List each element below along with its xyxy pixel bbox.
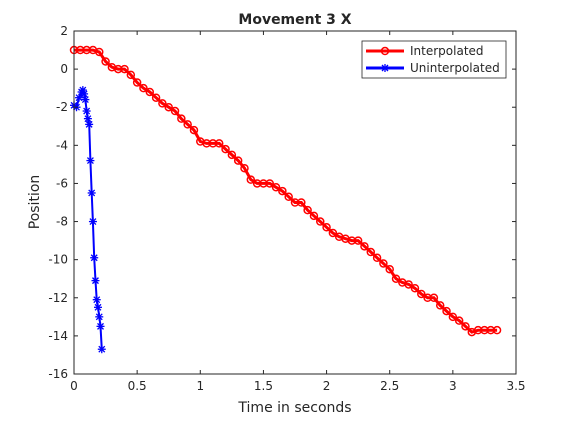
data-point-uninterpolated bbox=[93, 303, 102, 312]
x-tick-label: 1 bbox=[196, 379, 204, 393]
x-tick-label: 2 bbox=[323, 379, 331, 393]
series-layer bbox=[69, 45, 502, 354]
x-axis-label: Time in seconds bbox=[237, 400, 351, 416]
x-tick-label: 0.5 bbox=[128, 379, 147, 393]
data-point-uninterpolated bbox=[88, 217, 97, 226]
data-point-interpolated bbox=[309, 211, 319, 221]
data-point-interpolated bbox=[183, 120, 192, 129]
data-point-uninterpolated bbox=[95, 312, 104, 321]
data-point-interpolated bbox=[158, 99, 167, 108]
data-point-uninterpolated bbox=[87, 188, 96, 197]
data-point-interpolated bbox=[221, 144, 230, 154]
data-point-uninterpolated bbox=[86, 156, 95, 165]
data-point-interpolated bbox=[435, 301, 445, 310]
data-point-uninterpolated bbox=[97, 345, 106, 354]
data-point-uninterpolated bbox=[92, 295, 101, 304]
data-point-interpolated bbox=[120, 64, 129, 74]
data-point-uninterpolated bbox=[90, 253, 99, 262]
data-point-interpolated bbox=[379, 259, 388, 268]
chart-title: Movement 3 X bbox=[238, 12, 351, 28]
y-tick-label: 2 bbox=[60, 24, 68, 38]
data-point-interpolated bbox=[233, 156, 243, 165]
data-point-interpolated bbox=[328, 228, 338, 238]
data-point-interpolated bbox=[177, 114, 186, 123]
data-point-interpolated bbox=[492, 325, 502, 335]
data-point-interpolated bbox=[246, 175, 256, 184]
legend-marker-interpolated bbox=[380, 46, 390, 56]
x-tick-label: 2.5 bbox=[380, 379, 399, 393]
y-tick-label: -10 bbox=[48, 253, 68, 267]
x-tick-label: 0 bbox=[70, 379, 78, 393]
x-tick-label: 1.5 bbox=[254, 379, 273, 393]
data-point-interpolated bbox=[297, 198, 306, 207]
axes-box bbox=[73, 30, 517, 375]
data-point-interpolated bbox=[448, 312, 458, 322]
data-point-interpolated bbox=[454, 316, 464, 325]
data-point-interpolated bbox=[372, 253, 382, 263]
y-tick-label: -4 bbox=[56, 138, 68, 152]
data-point-interpolated bbox=[214, 139, 224, 148]
data-point-interpolated bbox=[170, 106, 180, 116]
ticks-layer: 0 0.5 1 1.5 2 2.5 3 3.5 2 0 -2 -4 -6 -8 -10 -12 -14 -16 bbox=[48, 24, 525, 393]
data-point-interpolated bbox=[353, 236, 363, 245]
data-point-interpolated bbox=[189, 125, 199, 135]
data-point-interpolated bbox=[271, 183, 281, 192]
legend-marker-uninterpolated bbox=[381, 64, 389, 72]
data-point-interpolated bbox=[366, 247, 376, 257]
y-tick-label: -16 bbox=[48, 367, 68, 381]
data-point-interpolated bbox=[240, 163, 249, 173]
x-tick-label: 3.5 bbox=[506, 379, 525, 393]
data-point-interpolated bbox=[442, 306, 451, 316]
data-point-uninterpolated bbox=[96, 322, 105, 331]
legend-label-uninterpolated: Uninterpolated bbox=[410, 61, 500, 75]
data-point-interpolated bbox=[101, 57, 110, 66]
data-point-interpolated bbox=[227, 150, 237, 160]
data-point-interpolated bbox=[95, 47, 104, 57]
data-point-interpolated bbox=[461, 322, 470, 331]
data-point-interpolated bbox=[303, 205, 312, 215]
data-point-interpolated bbox=[151, 93, 161, 102]
data-point-interpolated bbox=[126, 70, 136, 80]
data-point-uninterpolated bbox=[91, 276, 100, 285]
data-point-interpolated bbox=[385, 264, 394, 274]
data-point-interpolated bbox=[429, 293, 439, 303]
y-tick-label: 0 bbox=[60, 62, 68, 76]
data-point-interpolated bbox=[360, 242, 369, 251]
data-point-interpolated bbox=[410, 284, 420, 293]
y-tick-label: -8 bbox=[56, 215, 68, 229]
y-tick-label: -14 bbox=[48, 329, 68, 343]
y-tick-label: -6 bbox=[56, 176, 68, 190]
y-tick-label: -2 bbox=[56, 100, 68, 114]
data-point-interpolated bbox=[284, 192, 293, 202]
data-point-interpolated bbox=[404, 280, 413, 289]
legend: Interpolated Uninterpolated bbox=[361, 40, 507, 79]
data-point-uninterpolated bbox=[82, 107, 91, 116]
data-point-uninterpolated bbox=[80, 89, 89, 98]
data-point-interpolated bbox=[417, 289, 426, 299]
y-tick-label: -12 bbox=[48, 291, 68, 305]
data-point-interpolated bbox=[265, 179, 274, 188]
data-point-interpolated bbox=[322, 223, 331, 232]
data-point-uninterpolated bbox=[81, 95, 90, 104]
legend-label-interpolated: Interpolated bbox=[410, 44, 484, 58]
data-point-interpolated bbox=[316, 217, 325, 226]
x-tick-label: 3 bbox=[449, 379, 457, 393]
y-axis-label: Position bbox=[27, 175, 43, 230]
data-point-uninterpolated bbox=[85, 120, 94, 129]
data-point-interpolated bbox=[132, 78, 142, 87]
data-point-interpolated bbox=[391, 274, 401, 283]
data-point-interpolated bbox=[278, 186, 287, 196]
data-point-interpolated bbox=[164, 102, 173, 112]
data-point-interpolated bbox=[145, 87, 155, 97]
data-point-interpolated bbox=[139, 83, 148, 93]
data-point-uninterpolated bbox=[83, 114, 92, 123]
